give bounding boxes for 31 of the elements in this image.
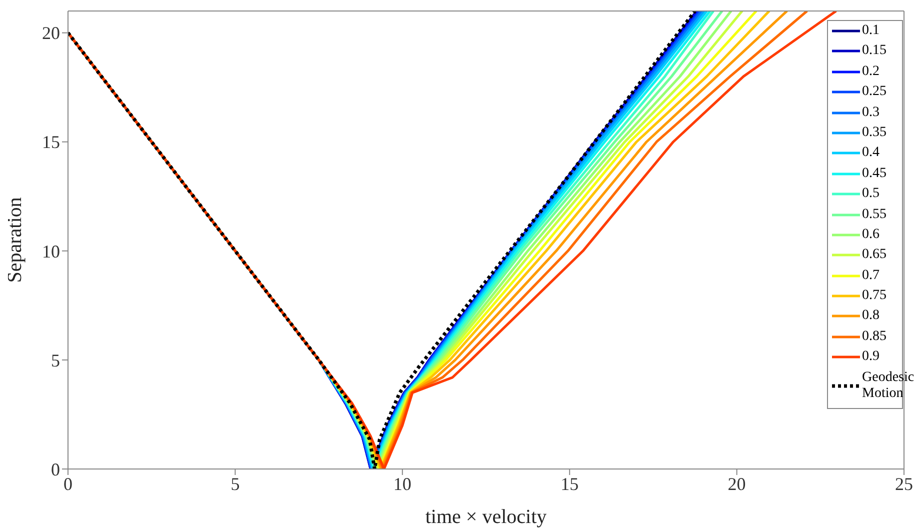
y-axis-title: Separation: [4, 197, 26, 283]
y-tick-label: 20: [42, 23, 60, 44]
legend-label: 0.9: [862, 349, 880, 366]
legend-label: 0.7: [862, 268, 880, 284]
legend-label: 0.1: [862, 23, 880, 39]
legend-label: 0.25: [862, 84, 886, 100]
legend-label: 0.65: [862, 247, 886, 264]
legend-label: 0.4: [862, 145, 880, 162]
x-tick-label: 0: [64, 474, 72, 494]
x-tick-label: 10: [393, 474, 412, 494]
legend-label: 0.3: [862, 104, 880, 121]
legend-label: 0.5: [862, 186, 880, 202]
legend-label: 0.45: [862, 166, 886, 182]
x-tick-label: 5: [230, 474, 240, 494]
legend-label: 0.2: [862, 64, 880, 80]
x-axis-title: time × velocity: [425, 506, 547, 528]
x-tick-label: 15: [560, 474, 579, 494]
legend-label: Geodesic Motion: [862, 370, 914, 402]
y-tick-label: 10: [42, 241, 60, 262]
legend-label: 0.15: [862, 43, 886, 60]
legend-label: 0.8: [862, 308, 880, 324]
legend-label: 0.35: [862, 124, 886, 141]
y-tick-label: 0: [51, 459, 60, 480]
legend-label: 0.6: [862, 226, 880, 243]
legend-label: 0.85: [862, 328, 886, 345]
y-tick-label: 5: [51, 350, 60, 370]
legend-label: 0.55: [862, 206, 886, 223]
x-tick-label: 20: [728, 474, 746, 494]
y-tick-label: 15: [42, 132, 60, 152]
x-tick-label: 25: [895, 474, 913, 494]
legend-label: 0.75: [862, 288, 886, 304]
